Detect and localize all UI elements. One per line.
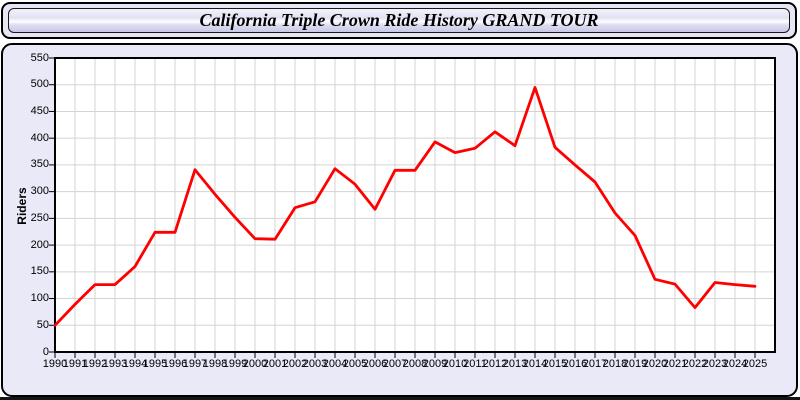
page-title: California Triple Crown Ride History GRA… [199, 10, 599, 30]
title-bar: California Triple Crown Ride History GRA… [8, 8, 790, 33]
chart-panel [1, 43, 798, 397]
header-panel: California Triple Crown Ride History GRA… [1, 2, 797, 39]
window-bottom-edge [0, 397, 800, 400]
